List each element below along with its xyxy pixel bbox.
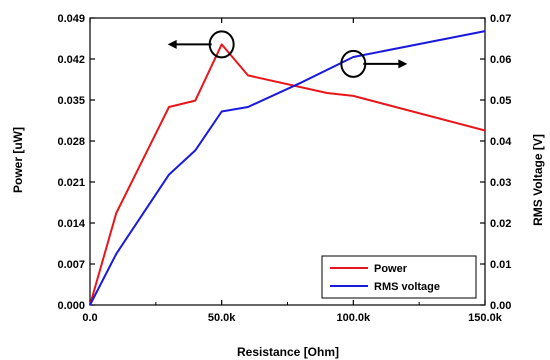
y-right-tick-label: 0.06: [490, 54, 511, 66]
series-line-rms-voltage: [89, 30, 486, 306]
y-right-tick-label: 0.02: [490, 218, 511, 230]
x-tick-label: 50.0k: [208, 312, 236, 324]
y-left-tick-label: 0.014: [57, 218, 85, 230]
y-axis-right-title: RMS Voltage [V]: [531, 134, 545, 226]
legend-box: [321, 255, 477, 299]
y-left-tick-label: 0.000: [57, 300, 85, 312]
y-left-tick-label: 0.049: [57, 13, 85, 25]
y-right-tick-label: 0.05: [490, 95, 511, 107]
y-left-tick-label: 0.007: [57, 259, 85, 271]
legend-label-rms-voltage: RMS voltage: [374, 281, 440, 293]
x-tick-label: 150.0k: [468, 312, 503, 324]
y-right-tick-label: 0.04: [490, 136, 512, 148]
legend-label-power: Power: [374, 263, 408, 275]
voltage-axis-indicator-circle: [340, 49, 367, 78]
y-left-tick-label: 0.028: [57, 136, 85, 148]
x-tick-label: 100.0k: [337, 312, 372, 324]
series-line-power: [89, 43, 486, 306]
y-left-tick-label: 0.035: [57, 95, 85, 107]
y-axis-left-title: Power [uW]: [11, 127, 25, 193]
y-right-tick-label: 0.00: [490, 300, 511, 312]
plot-area: 0.0 50.0k 100.0k 150.0k 0.000 0.007 0.014 0.021…: [57, 13, 512, 324]
power-axis-indicator-arrow-head: [167, 39, 177, 49]
y-right-tick-label: 0.01: [490, 259, 511, 271]
y-left-tick-label: 0.042: [57, 54, 85, 66]
y-left-tick-label: 0.021: [57, 177, 85, 189]
x-axis-title: Resistance [Ohm]: [237, 345, 339, 359]
x-tick-label: 0.0: [82, 312, 97, 324]
y-right-tick-label: 0.07: [490, 13, 511, 25]
voltage-axis-indicator-arrow-head: [398, 59, 408, 69]
y-right-tick-label: 0.03: [490, 177, 511, 189]
